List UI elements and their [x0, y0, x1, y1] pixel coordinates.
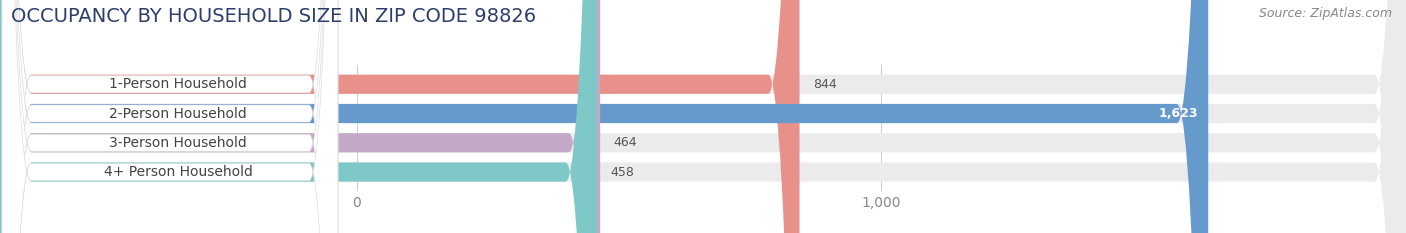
- FancyBboxPatch shape: [1, 0, 337, 233]
- FancyBboxPatch shape: [1, 0, 337, 233]
- Text: 1,623: 1,623: [1159, 107, 1198, 120]
- FancyBboxPatch shape: [0, 0, 800, 233]
- Text: 3-Person Household: 3-Person Household: [110, 136, 247, 150]
- Text: 844: 844: [813, 78, 837, 91]
- Text: 458: 458: [610, 165, 634, 178]
- FancyBboxPatch shape: [1, 0, 337, 233]
- FancyBboxPatch shape: [0, 0, 598, 233]
- Text: Source: ZipAtlas.com: Source: ZipAtlas.com: [1258, 7, 1392, 20]
- FancyBboxPatch shape: [0, 0, 1208, 233]
- FancyBboxPatch shape: [0, 0, 600, 233]
- Text: OCCUPANCY BY HOUSEHOLD SIZE IN ZIP CODE 98826: OCCUPANCY BY HOUSEHOLD SIZE IN ZIP CODE …: [11, 7, 536, 26]
- Text: 464: 464: [613, 136, 637, 149]
- Text: 4+ Person Household: 4+ Person Household: [104, 165, 253, 179]
- FancyBboxPatch shape: [1, 0, 337, 233]
- Text: 1-Person Household: 1-Person Household: [110, 77, 247, 91]
- Text: 2-Person Household: 2-Person Household: [110, 106, 247, 120]
